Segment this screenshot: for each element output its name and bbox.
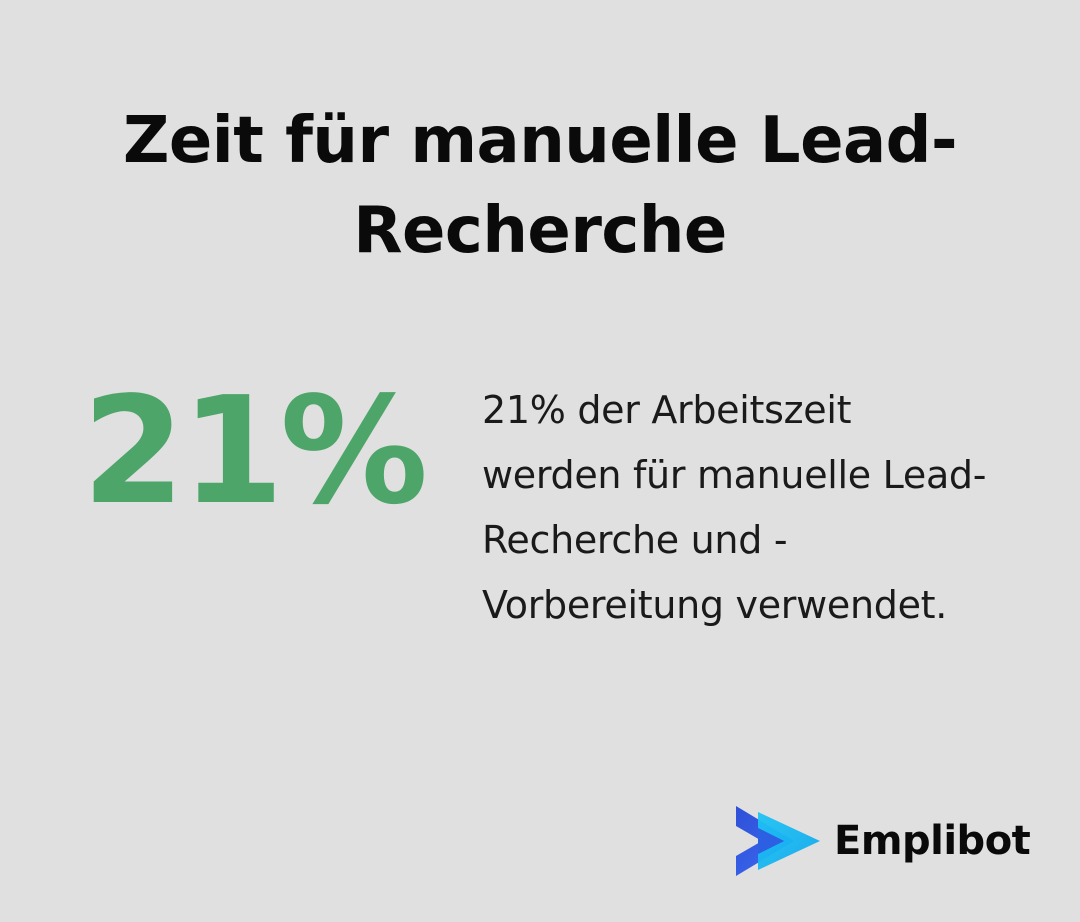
play-arrow-logo-icon	[736, 806, 820, 876]
brand-name: Emplibot	[834, 818, 1031, 864]
brand-lockup: Emplibot	[736, 806, 1031, 876]
stat-description: 21% der Arbeitszeit werden für manuelle …	[482, 388, 987, 627]
stat-percentage: 21%	[82, 365, 428, 537]
page-title: Zeit für manuelle Lead-Recherche	[122, 104, 958, 268]
